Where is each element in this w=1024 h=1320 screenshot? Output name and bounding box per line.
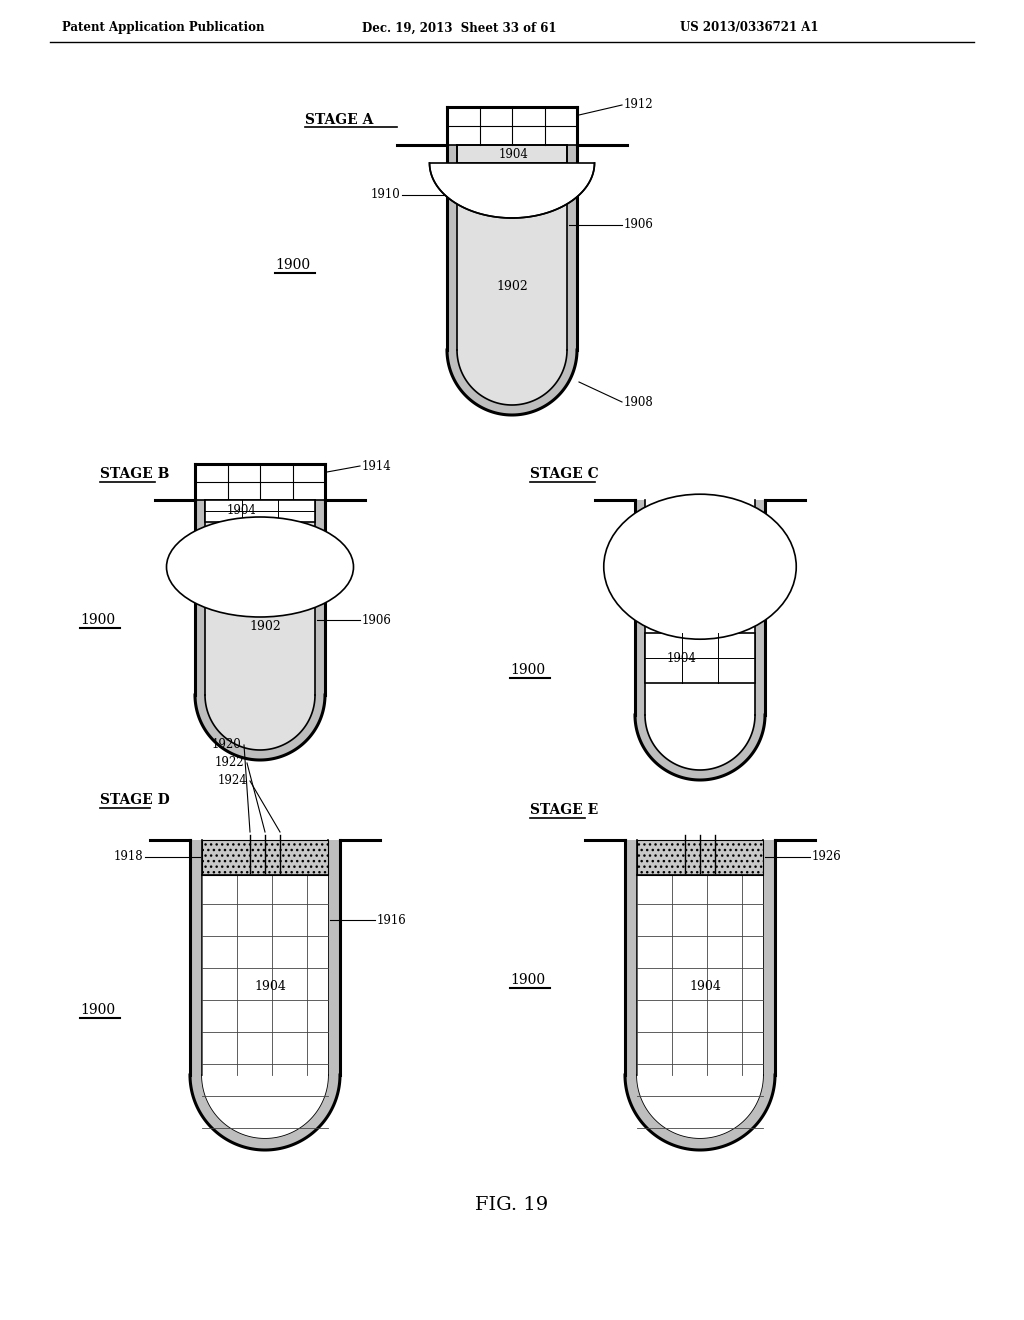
Ellipse shape bbox=[167, 517, 353, 616]
Text: 1914: 1914 bbox=[362, 459, 392, 473]
Polygon shape bbox=[205, 500, 315, 521]
Polygon shape bbox=[190, 1074, 340, 1150]
Text: 1902: 1902 bbox=[249, 620, 281, 634]
Text: 1904: 1904 bbox=[689, 981, 721, 994]
Polygon shape bbox=[195, 500, 205, 696]
Text: 1922: 1922 bbox=[214, 756, 244, 770]
Text: Dec. 19, 2013  Sheet 33 of 61: Dec. 19, 2013 Sheet 33 of 61 bbox=[362, 21, 556, 34]
Text: 1900: 1900 bbox=[80, 1003, 115, 1016]
Text: 1900: 1900 bbox=[510, 663, 545, 677]
Polygon shape bbox=[635, 715, 765, 780]
Text: STAGE E: STAGE E bbox=[530, 803, 598, 817]
Text: 1908: 1908 bbox=[624, 396, 653, 408]
Text: 1904: 1904 bbox=[227, 504, 257, 517]
Polygon shape bbox=[637, 840, 763, 1138]
Text: 1926: 1926 bbox=[812, 850, 842, 863]
Text: 1900: 1900 bbox=[80, 612, 115, 627]
Polygon shape bbox=[195, 696, 325, 760]
Text: FIG. 19: FIG. 19 bbox=[475, 1196, 549, 1214]
Text: STAGE C: STAGE C bbox=[530, 467, 599, 480]
Text: 1904: 1904 bbox=[499, 148, 529, 161]
Text: 1924: 1924 bbox=[217, 775, 247, 788]
Text: 1906: 1906 bbox=[362, 614, 392, 627]
Ellipse shape bbox=[604, 494, 797, 639]
Polygon shape bbox=[202, 840, 328, 875]
Polygon shape bbox=[755, 500, 765, 715]
Text: 1906: 1906 bbox=[624, 219, 654, 231]
Polygon shape bbox=[429, 162, 595, 218]
Text: 1902: 1902 bbox=[496, 281, 528, 293]
Text: 1912: 1912 bbox=[624, 99, 653, 111]
Text: 1904: 1904 bbox=[667, 652, 697, 665]
Text: 1918: 1918 bbox=[114, 850, 143, 863]
Polygon shape bbox=[645, 500, 755, 770]
Text: 1920: 1920 bbox=[211, 738, 241, 751]
Text: 1900: 1900 bbox=[275, 257, 310, 272]
Polygon shape bbox=[637, 840, 763, 1138]
Text: STAGE B: STAGE B bbox=[100, 467, 169, 480]
Polygon shape bbox=[457, 145, 567, 405]
Polygon shape bbox=[315, 500, 325, 696]
Polygon shape bbox=[190, 840, 202, 1074]
Text: Patent Application Publication: Patent Application Publication bbox=[62, 21, 264, 34]
Text: STAGE D: STAGE D bbox=[100, 793, 170, 807]
Polygon shape bbox=[202, 840, 328, 1138]
Polygon shape bbox=[637, 840, 763, 875]
Polygon shape bbox=[567, 145, 577, 350]
Text: 1910: 1910 bbox=[371, 189, 400, 202]
Text: 1904: 1904 bbox=[254, 981, 286, 994]
Text: US 2013/0336721 A1: US 2013/0336721 A1 bbox=[680, 21, 818, 34]
Polygon shape bbox=[625, 840, 637, 1074]
Polygon shape bbox=[763, 840, 775, 1074]
Polygon shape bbox=[645, 634, 755, 684]
Polygon shape bbox=[635, 500, 645, 715]
Text: STAGE A: STAGE A bbox=[305, 114, 374, 127]
Text: 1916: 1916 bbox=[377, 913, 407, 927]
Text: 1900: 1900 bbox=[510, 973, 545, 987]
Polygon shape bbox=[205, 500, 315, 750]
Polygon shape bbox=[447, 350, 577, 414]
Polygon shape bbox=[202, 840, 328, 1138]
Polygon shape bbox=[328, 840, 340, 1074]
Polygon shape bbox=[625, 1074, 775, 1150]
Polygon shape bbox=[447, 145, 457, 350]
